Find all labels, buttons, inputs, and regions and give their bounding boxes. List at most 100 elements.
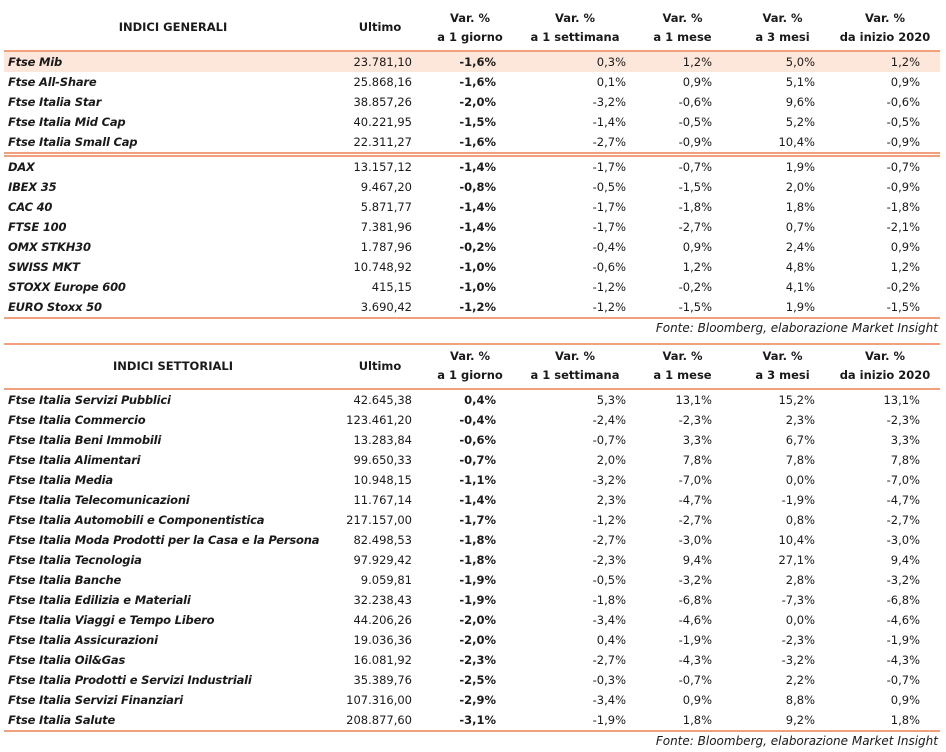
- cell: -4,7%: [678, 493, 712, 507]
- cell: -1,6%: [459, 135, 496, 149]
- cell: 32.238,43: [353, 593, 412, 607]
- cell: 2,0%: [785, 180, 815, 194]
- cell: -6,8%: [886, 593, 920, 607]
- cell: 0,9%: [890, 693, 920, 707]
- cell: -0,2%: [678, 280, 712, 294]
- cell: 13.283,84: [353, 433, 412, 447]
- column-header: a 1 settimana: [530, 368, 620, 382]
- cell: 1,8%: [682, 713, 712, 727]
- cell: 415,15: [371, 280, 412, 294]
- cell: 0,0%: [785, 473, 815, 487]
- cell: 6,7%: [785, 433, 815, 447]
- row-label: Ftse Italia Moda Prodotti per la Casa e …: [8, 533, 320, 547]
- cell: -2,0%: [459, 95, 496, 109]
- cell: -2,7%: [592, 653, 626, 667]
- column-header: Var. %: [662, 349, 703, 363]
- cell: 13,1%: [883, 393, 920, 407]
- cell: -1,2%: [592, 300, 626, 314]
- cell: -0,5%: [678, 115, 712, 129]
- cell: 7,8%: [785, 453, 815, 467]
- row-label: Ftse Italia Media: [8, 473, 113, 487]
- cell: 5.871,77: [360, 200, 412, 214]
- row-label: OMX STKH30: [8, 240, 91, 254]
- cell: 42.645,38: [353, 393, 412, 407]
- cell: -1,5%: [886, 300, 920, 314]
- row-label: IBEX 35: [8, 180, 57, 194]
- cell: 0,4%: [464, 393, 496, 407]
- cell: -3,1%: [459, 713, 496, 727]
- column-header: Var. %: [762, 349, 803, 363]
- cell: 13.157,12: [353, 160, 412, 174]
- cell: -3,4%: [592, 693, 626, 707]
- cell: -2,0%: [459, 613, 496, 627]
- cell: 0,0%: [785, 613, 815, 627]
- cell: -0,7%: [886, 673, 920, 687]
- cell: 2,0%: [596, 453, 626, 467]
- column-header: Var. %: [555, 10, 595, 25]
- cell: 0,4%: [596, 633, 626, 647]
- cell: -1,8%: [459, 553, 496, 567]
- cell: -2,1%: [886, 220, 920, 234]
- cell: -1,4%: [592, 115, 626, 129]
- cell: 2,2%: [785, 673, 815, 687]
- cell: -2,7%: [886, 513, 920, 527]
- cell: 3,3%: [890, 433, 920, 447]
- row-label: DAX: [8, 160, 35, 174]
- cell: -1,8%: [592, 593, 626, 607]
- cell: 10,4%: [778, 135, 815, 149]
- cell: -2,7%: [678, 220, 712, 234]
- cell: -1,8%: [886, 200, 920, 214]
- column-header: INDICI SETTORIALI: [113, 358, 233, 373]
- row-label: Ftse Italia Oil&Gas: [8, 653, 126, 667]
- cell: -1,7%: [592, 200, 626, 214]
- cell: 0,1%: [596, 75, 626, 89]
- cell: -0,2%: [886, 280, 920, 294]
- cell: -0,6%: [592, 260, 626, 274]
- cell: 0,8%: [785, 513, 815, 527]
- cell: -1,2%: [592, 280, 626, 294]
- column-header: a 1 settimana: [530, 29, 620, 44]
- cell: 10,4%: [778, 533, 815, 547]
- cell: -4,7%: [886, 493, 920, 507]
- cell: -3,2%: [781, 653, 815, 667]
- cell: -2,4%: [592, 413, 626, 427]
- cell: -0,9%: [886, 135, 920, 149]
- cell: -0,7%: [459, 453, 496, 467]
- column-header: Var. %: [450, 10, 490, 25]
- cell: -4,3%: [886, 653, 920, 667]
- column-header: Var. %: [662, 10, 703, 25]
- cell: -1,9%: [678, 633, 712, 647]
- row-label: Ftse Italia Small Cap: [8, 135, 138, 149]
- cell: 10.948,15: [353, 473, 412, 487]
- row-label: Ftse Italia Commercio: [8, 413, 146, 427]
- cell: -0,4%: [592, 240, 626, 254]
- cell: -3,0%: [678, 533, 712, 547]
- cell: 3.690,42: [360, 300, 412, 314]
- cell: 44.206,26: [353, 613, 412, 627]
- cell: 35.389,76: [353, 673, 412, 687]
- cell: -2,7%: [592, 533, 626, 547]
- cell: -2,5%: [459, 673, 496, 687]
- source-note: Fonte: Bloomberg, elaborazione Market In…: [655, 321, 938, 335]
- cell: -0,4%: [459, 413, 496, 427]
- row-label: STOXX Europe 600: [8, 280, 126, 294]
- cell: 1,2%: [682, 55, 712, 69]
- cell: 1,2%: [682, 260, 712, 274]
- cell: 10.748,92: [353, 260, 412, 274]
- rule: [4, 343, 940, 345]
- cell: 9,6%: [785, 95, 815, 109]
- row-label: Ftse Italia Viaggi e Tempo Libero: [8, 613, 215, 627]
- cell: -0,7%: [678, 673, 712, 687]
- cell: 9.059,81: [360, 573, 412, 587]
- cell: -0,5%: [592, 573, 626, 587]
- rule: [4, 50, 940, 52]
- row-label: Ftse Italia Star: [8, 95, 102, 109]
- cell: -2,3%: [781, 633, 815, 647]
- cell: -1,9%: [459, 593, 496, 607]
- cell: -1,9%: [592, 713, 626, 727]
- cell: -0,7%: [678, 160, 712, 174]
- column-header: da inizio 2020: [839, 368, 931, 382]
- column-header: Var. %: [762, 10, 803, 25]
- rule: [4, 155, 940, 157]
- column-header: Var. %: [865, 10, 905, 25]
